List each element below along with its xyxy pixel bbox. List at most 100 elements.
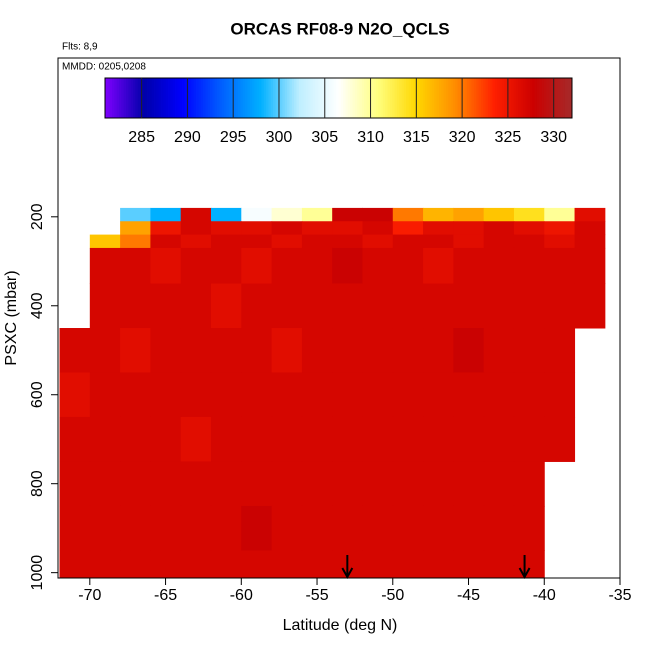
annotation: Flts: 8,9 [62,42,98,53]
colorbar-swatch [224,78,227,118]
colorbar-swatch [235,78,239,118]
colorbar-tick-label: 295 [220,129,247,146]
colorbar-swatch [553,78,557,118]
cell [210,550,242,578]
colorbar-swatch [389,78,393,118]
colorbar-swatch [296,78,300,118]
colorbar-swatch [147,78,150,118]
colorbar-tick-label: 320 [449,129,476,146]
colorbar-swatch [149,78,153,118]
colorbar-swatch [564,78,568,118]
colorbar-swatch [445,78,449,118]
colorbar-swatch [303,78,307,118]
colorbar-swatch [298,78,302,118]
colorbar-swatch [459,78,463,118]
colorbar-swatch [203,78,206,118]
colorbar-swatch [522,78,526,118]
colorbar-swatch [357,78,360,118]
colorbar-swatch [562,78,566,118]
cell [392,247,424,285]
colorbar-swatch [345,78,349,118]
colorbar-frame [104,77,573,119]
cell [453,234,485,249]
colorbar-swatch [189,78,192,118]
colorbar-swatch [429,78,433,118]
cell [332,505,363,551]
cell [513,550,545,578]
colorbar-swatch [282,78,286,118]
cell [423,550,454,578]
colorbar-swatch [455,78,458,118]
colorbar-swatch [291,78,295,118]
colorbar-swatch [396,78,400,118]
cell [392,328,424,373]
cell [241,372,273,418]
colorbar-swatch [198,78,202,118]
colorbar-swatch [373,78,377,118]
colorbar-swatch [336,78,339,118]
cell [89,283,121,329]
cell [332,234,363,249]
colorbar-swatch [443,78,447,118]
x-tick-label: -35 [608,587,631,604]
cell [180,283,212,329]
colorbar-swatch [352,78,356,118]
colorbar-swatch [207,78,211,118]
cell [180,416,212,462]
cell [150,247,182,285]
cell [150,550,182,578]
cell [513,372,545,418]
colorbar-tick-label: 285 [128,129,155,146]
colorbar-swatch [359,78,363,118]
cell [241,221,273,236]
colorbar-swatch [508,78,512,118]
cell [210,234,242,249]
colorbar-swatch [380,78,384,118]
colorbar-swatch [270,78,274,118]
cell [180,207,212,222]
cell [89,461,121,507]
colorbar-swatch [231,78,234,118]
cell [392,505,424,551]
colorbar-swatch [294,78,297,118]
colorbar-swatch [196,78,199,118]
colorbar-swatch [308,78,311,118]
cell [271,505,303,551]
x-axis-title: Latitude (deg N) [283,617,398,634]
cell [423,283,454,329]
colorbar-swatch [401,78,405,118]
colorbar-tick-label: 310 [357,129,384,146]
cell [453,283,485,329]
cell [180,461,212,507]
colorbar-swatch [331,78,335,118]
colorbar-swatch [441,78,444,118]
colorbar-swatch [485,78,489,118]
cell [301,328,333,373]
cell [392,372,424,418]
colorbar-tick-label: 290 [174,129,201,146]
colorbar-swatch [366,78,370,118]
cell [89,328,121,373]
cell [574,247,606,285]
cell [392,234,424,249]
colorbar-tick-label: 325 [495,129,522,146]
cell [332,247,363,285]
colorbar-swatch [385,78,388,118]
colorbar-swatch [105,78,108,118]
cell [120,328,151,373]
cell [89,247,121,285]
arrow [518,555,531,580]
colorbar-swatch [422,78,426,118]
cell [513,283,545,329]
colorbar-swatch [413,78,416,118]
y-tick-label: 200 [29,203,46,230]
colorbar-swatch [466,78,470,118]
cell [483,461,515,507]
cell [210,247,242,285]
cell [453,505,485,551]
colorbar-swatch [480,78,484,118]
cell [513,221,545,236]
cell [120,416,151,462]
colorbar-swatch [375,78,379,118]
